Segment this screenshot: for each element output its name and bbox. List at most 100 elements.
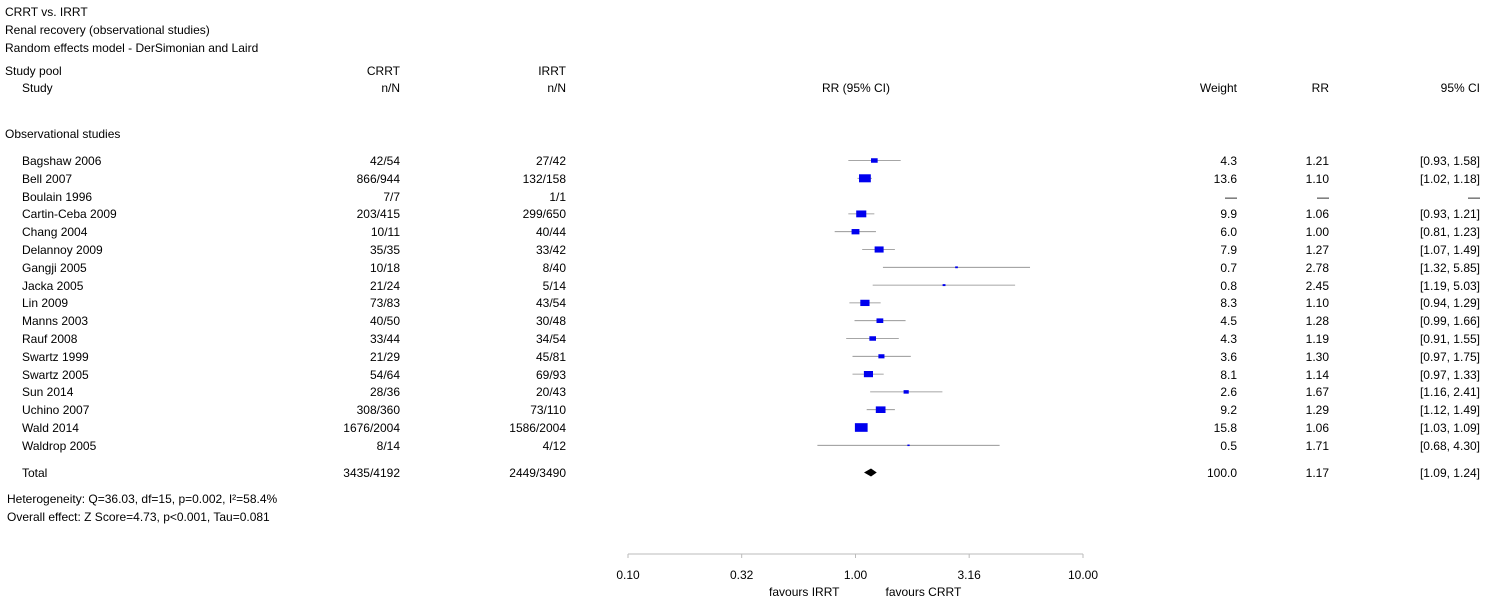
study-crrt: 35/35: [369, 243, 400, 257]
study-marker: [859, 174, 871, 183]
study-crrt: 42/54: [369, 154, 400, 168]
study-marker: [863, 371, 873, 378]
study-marker: [860, 299, 870, 307]
study-name: Cartin-Ceba 2009: [22, 207, 117, 222]
study-crrt: 308/360: [356, 403, 400, 418]
study-name: Chang 2004: [22, 225, 88, 240]
study-weight: 7.9: [1220, 243, 1237, 257]
study-marker: [903, 390, 909, 394]
group-label: Observational studies: [5, 127, 121, 141]
study-weight: 3.6: [1220, 349, 1237, 364]
col-crrt-sub: n/N: [381, 81, 400, 95]
study-name: Swartz 1999: [22, 349, 89, 364]
study-irrt: 27/42: [535, 154, 566, 168]
study-rr: 1.30: [1305, 349, 1329, 364]
study-ci: [0.91, 1.55]: [1419, 332, 1480, 346]
study-weight: 4.3: [1220, 332, 1237, 346]
study-weight: 4.5: [1220, 314, 1237, 329]
col-crrt: CRRT: [366, 64, 400, 78]
study-irrt: 43/54: [535, 296, 566, 311]
col-95ci: 95% CI: [1440, 81, 1480, 95]
study-rr: 1.71: [1305, 438, 1329, 453]
study-ci: [1.32, 5.85]: [1419, 260, 1480, 275]
study-ci: [0.93, 1.58]: [1419, 154, 1480, 168]
study-crrt: 10/11: [370, 225, 400, 240]
study-ci: [1.03, 1.09]: [1419, 421, 1480, 435]
study-ci: [0.93, 1.21]: [1419, 207, 1480, 222]
study-marker: [875, 406, 886, 414]
study-irrt: 20/43: [535, 385, 566, 400]
study-ci: —: [1468, 189, 1480, 204]
study-name: Bagshaw 2006: [22, 154, 102, 168]
study-crrt: 203/415: [356, 207, 400, 222]
x-tick-label: 10.00: [1068, 568, 1098, 582]
study-irrt: 45/81: [535, 349, 566, 364]
study-name: Lin 2009: [22, 296, 69, 311]
model-description: Random effects model - DerSimonian and L…: [5, 41, 259, 55]
study-marker: [942, 284, 946, 287]
col-irrt: IRRT: [538, 64, 566, 78]
study-ci: [0.99, 1.66]: [1419, 314, 1480, 329]
study-weight: 2.6: [1220, 385, 1237, 400]
study-weight: 6.0: [1220, 225, 1237, 240]
study-marker: [878, 354, 885, 359]
study-rr: 1.06: [1305, 421, 1329, 435]
study-name: Swartz 2005: [22, 367, 89, 382]
study-irrt: 132/158: [522, 171, 566, 186]
study-rr: 1.28: [1305, 314, 1329, 329]
total-label: Total: [22, 466, 48, 480]
col-weight: Weight: [1199, 81, 1237, 95]
study-irrt: 5/14: [542, 278, 566, 293]
study-rr: 1.14: [1305, 367, 1329, 382]
total-ci: [1.09, 1.24]: [1419, 466, 1480, 480]
study-name: Jacka 2005: [22, 278, 84, 293]
chart-subtitle: Renal recovery (observational studies): [5, 23, 210, 37]
study-crrt: 54/64: [369, 367, 400, 382]
study-irrt: 33/42: [535, 243, 566, 257]
study-name: Boulain 1996: [22, 189, 93, 204]
study-ci: [0.68, 4.30]: [1419, 438, 1480, 453]
col-irrt-sub: n/N: [547, 81, 566, 95]
study-weight: 13.6: [1213, 171, 1237, 186]
col-study-pool: Study pool: [5, 64, 62, 78]
study-weight: 8.3: [1220, 296, 1237, 311]
study-marker: [871, 158, 878, 163]
study-marker: [856, 210, 867, 218]
summary-diamond: [864, 468, 877, 477]
study-name: Sun 2014: [22, 385, 74, 400]
study-irrt: 40/44: [535, 225, 566, 240]
study-ci: [0.81, 1.23]: [1419, 225, 1480, 240]
study-crrt: 28/36: [369, 385, 400, 400]
study-crrt: 73/83: [369, 296, 400, 311]
study-crrt: 40/50: [369, 314, 400, 329]
study-ci: [1.19, 5.03]: [1419, 278, 1480, 293]
x-tick-label: 3.16: [957, 568, 981, 582]
study-weight: 4.3: [1220, 154, 1237, 168]
study-marker: [955, 266, 958, 269]
study-name: Bell 2007: [22, 171, 73, 186]
favours-right-label: favours CRRT: [886, 585, 962, 599]
study-marker: [874, 246, 884, 253]
study-rr: 2.45: [1305, 278, 1329, 293]
study-crrt: 7/7: [383, 189, 400, 204]
study-rr: —: [1317, 189, 1329, 204]
col-study: Study: [22, 81, 53, 95]
study-marker: [854, 423, 868, 432]
study-weight: 0.8: [1220, 278, 1237, 293]
study-marker: [869, 336, 877, 341]
col-rr: RR: [1311, 81, 1329, 95]
study-weight: 9.2: [1220, 403, 1237, 418]
study-weight: 8.1: [1220, 367, 1237, 382]
chart-title: CRRT vs. IRRT: [5, 5, 88, 19]
study-weight: 0.5: [1220, 438, 1237, 453]
overall-effect-stats: Overall effect: Z Score=4.73, p<0.001, T…: [7, 510, 270, 524]
study-rr: 1.06: [1305, 207, 1329, 222]
study-ci: [1.12, 1.49]: [1419, 403, 1480, 418]
heterogeneity-stats: Heterogeneity: Q=36.03, df=15, p=0.002, …: [7, 492, 278, 506]
study-marker: [907, 444, 910, 447]
study-name: Gangji 2005: [22, 260, 87, 275]
study-rr: 1.19: [1305, 332, 1329, 346]
study-name: Uchino 2007: [22, 403, 90, 418]
study-crrt: 21/29: [369, 349, 400, 364]
